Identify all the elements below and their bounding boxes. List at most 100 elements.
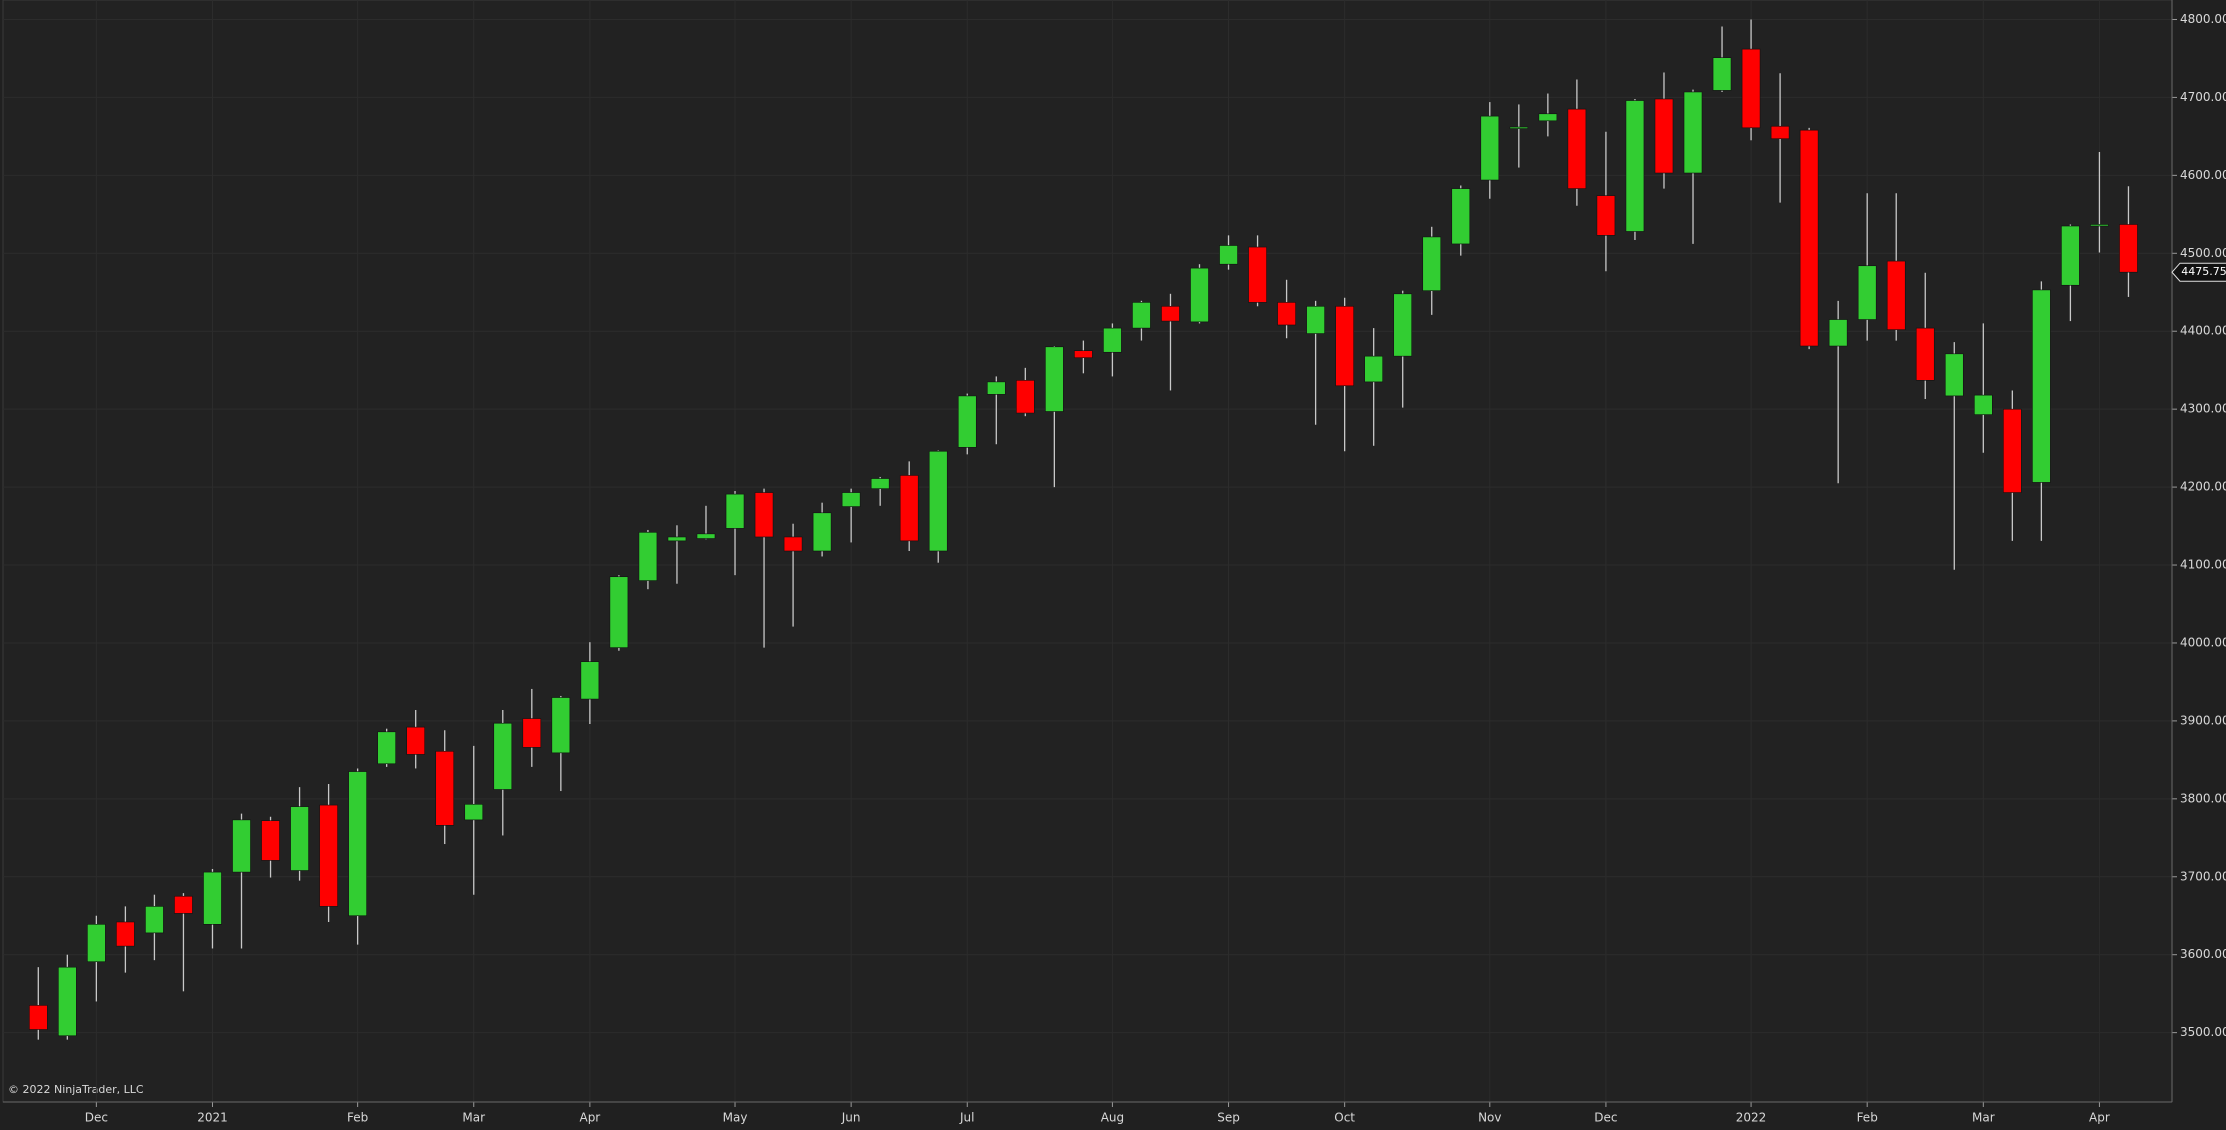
candle-body [725,493,745,529]
candle-body [493,722,513,790]
last-price-label: 4475.75 [2181,265,2226,278]
candle-body [812,512,832,552]
candle-body [290,806,309,871]
candle-body [870,478,890,489]
x-tick-label: Mar [1972,1111,1995,1125]
copyright: © 2022 NinjaTrader, LLC [8,1083,144,1096]
y-tick-label: 4800.00 [2180,12,2226,26]
candle-body [1886,260,1906,330]
candle-body [1654,98,1674,174]
x-tick-label: Dec [1594,1111,1617,1125]
candle-body [2090,224,2109,227]
candle-body [1451,188,1471,245]
candle-body [1393,293,1413,357]
y-tick-label: 4600.00 [2180,168,2226,182]
x-tick-label: 2022 [1736,1111,1767,1125]
candle-body [1741,48,1761,129]
candle-body [1625,100,1645,232]
x-tick-label: Jun [841,1111,861,1125]
candle-body [580,661,600,700]
candle-body [348,771,367,917]
plot-area [2,0,2173,1103]
candle-body [1828,319,1848,347]
x-tick-label: Oct [1334,1111,1355,1125]
candle-body [377,731,396,765]
candle-body [319,804,338,907]
x-tick-label: Mar [462,1111,485,1125]
candle-body [1422,236,1442,291]
candle-body [1799,129,1819,347]
y-tick-label: 3700.00 [2180,869,2226,883]
candle-body [203,871,222,925]
candle-body [783,536,803,552]
candle-body [1915,327,1935,381]
candle-body [754,492,774,538]
candle-body [174,895,193,914]
candle-body [1509,126,1529,129]
y-tick-label: 4000.00 [2180,635,2226,649]
candle-body [1074,350,1093,359]
candle-body [2003,408,2022,493]
x-tick-label: Jul [959,1111,974,1125]
candle-body [464,803,484,821]
y-tick-label: 3500.00 [2180,1025,2226,1039]
x-tick-label: Apr [579,1111,600,1125]
candle-body [406,726,425,755]
candle-body [2032,289,2051,483]
y-tick-label: 4300.00 [2180,402,2226,416]
x-tick-label: Feb [1857,1111,1878,1125]
x-tick-label: Aug [1101,1111,1124,1125]
candle-body [1770,125,1790,140]
candle-body [667,536,687,542]
candle-body [957,395,977,448]
candle-body [609,576,629,648]
candle-body [1045,346,1064,412]
candle-body [986,381,1006,395]
candle-body [1567,108,1587,189]
candle-body [435,750,455,826]
candle-body [145,906,164,934]
candle-body [928,450,948,552]
candle-body [1857,265,1877,320]
candle-body [522,718,542,748]
candle-body [551,697,571,754]
candle-body [1248,246,1267,303]
candle-body [1277,302,1296,326]
candle-body [28,1005,48,1030]
y-tick-label: 4700.00 [2180,90,2226,104]
candle-body [899,475,919,542]
x-tick-label: Nov [1478,1111,1501,1125]
last-price-marker [2171,262,2226,282]
candle-body [1364,355,1383,383]
candle-body [2119,224,2138,273]
y-tick-label: 4400.00 [2180,324,2226,338]
candle-body [1132,302,1151,329]
candle-body [1712,57,1732,91]
candle-body [2061,225,2080,286]
candle-body [232,819,251,873]
candle-body [261,820,280,861]
candle-body [58,966,77,1037]
candle-body [87,924,106,963]
candle-body [1103,327,1122,353]
x-tick-label: Apr [2089,1111,2110,1125]
candle-body [1190,267,1209,323]
candle-body [1335,305,1354,387]
y-tick-label: 3900.00 [2180,713,2226,727]
y-tick-label: 4100.00 [2180,558,2226,572]
y-tick-label: 4500.00 [2180,246,2226,260]
candle-body [696,533,716,539]
y-tick-label: 3800.00 [2180,791,2226,805]
x-tick-label: 2021 [197,1111,228,1125]
x-tick-label: May [723,1111,748,1125]
candle-body [1016,380,1035,414]
candle-body [1161,305,1180,322]
candle-body [1683,91,1703,174]
candle-body [841,492,861,507]
y-tick-label: 3600.00 [2180,947,2226,961]
x-tick-label: Feb [347,1111,368,1125]
x-tick-label: Sep [1217,1111,1240,1125]
candle-body [1596,195,1616,236]
